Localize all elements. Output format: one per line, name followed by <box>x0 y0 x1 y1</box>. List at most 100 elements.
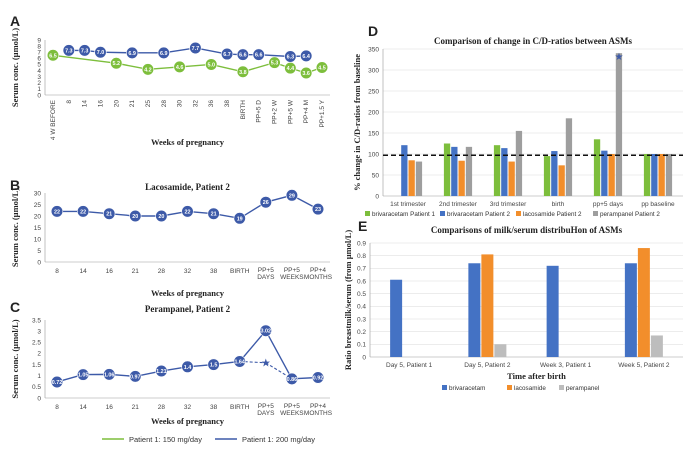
chart-legend: brivaracetam lacosamide perampanel <box>442 385 599 392</box>
bottom-legend: Patient 1: 150 mg/day Patient 1: 200 mg/… <box>102 435 315 444</box>
legend-swatch <box>593 211 598 216</box>
data-point <box>205 58 218 71</box>
y-tick-label: 0 <box>37 395 41 402</box>
panel-B: B Lacosamide, Patient 2 0 5 10 15 20 25 30 Serum … <box>10 177 333 298</box>
bar <box>494 344 507 357</box>
data-point <box>141 63 155 76</box>
y-tick-label: 0 <box>37 92 41 99</box>
x-tick-label: PP+4 <box>310 403 326 410</box>
x-axis-title: Weeks of pregnancy <box>151 288 225 298</box>
data-point <box>78 44 91 57</box>
data-label: 3.02 <box>261 329 272 335</box>
data-point <box>285 372 299 385</box>
bar <box>665 154 673 196</box>
data-point <box>300 66 313 80</box>
bar <box>415 161 423 196</box>
data-label: 1.21 <box>156 369 167 375</box>
x-tick-label: 8 <box>55 268 59 275</box>
x-tick-label: 32 <box>184 404 192 411</box>
data-label: 29 <box>289 193 295 199</box>
data-label: 6.6 <box>255 53 263 59</box>
data-point <box>94 46 107 59</box>
y-tick-label: 6 <box>37 56 41 63</box>
y-tick-label: 250 <box>368 88 379 95</box>
data-point <box>76 205 90 218</box>
legend-label: lacosamide Patient 2 <box>523 211 582 218</box>
y-tick-label: 150 <box>368 130 379 137</box>
x-axis-title: Time after birth <box>507 371 566 381</box>
data-point <box>285 189 299 202</box>
y-axis-title: % change in C/D-ratios from baseline <box>352 54 362 191</box>
y-tick-label: 0.9 <box>357 240 366 247</box>
x-tick-label: BIRTH <box>230 404 250 411</box>
panel-letter: D <box>368 23 378 39</box>
y-tick-label: 0.3 <box>357 316 366 323</box>
x-tick-label: 14 <box>79 404 87 411</box>
data-label: 6.6 <box>239 53 247 59</box>
y-tick-label: 2 <box>37 80 41 87</box>
data-point <box>207 358 220 371</box>
y-tick-label: 300 <box>368 67 379 74</box>
data-point <box>46 49 60 62</box>
data-label: 1.06 <box>104 372 115 378</box>
x-tick-label-line2: MONTHS <box>304 410 333 417</box>
legend-label: lacosamide <box>514 385 546 392</box>
data-label: 19 <box>237 216 243 222</box>
bar <box>650 335 663 357</box>
data-point <box>129 370 142 383</box>
data-label: 7.7 <box>192 46 200 52</box>
x-tick-label-line2: DAYS <box>257 410 275 417</box>
x-tick-label: Day 5, Patient 1 <box>386 362 433 369</box>
data-point <box>233 355 246 368</box>
y-tick-label: 0.1 <box>357 342 366 349</box>
x-tick-label: PP+5 <box>258 403 274 410</box>
panel-E: E Comparisons of milk/serum distribuHon o… <box>343 218 683 392</box>
x-tick-label: Day 5, Patient 2 <box>464 362 511 369</box>
data-label: 20 <box>132 214 138 220</box>
panel-D: D Comparison of change in C/D-ratios betw… <box>352 23 683 218</box>
y-tick-label: 0.7 <box>357 266 366 273</box>
y-tick-label: 3.5 <box>32 317 41 324</box>
chart-title: Perampanel, Patient 2 <box>145 304 231 314</box>
data-point <box>236 48 249 61</box>
data-label: 1.64 <box>234 359 245 365</box>
x-tick-label: 21 <box>129 100 136 108</box>
y-tick-label: 3 <box>37 74 41 81</box>
data-point <box>189 41 202 55</box>
data-point <box>236 65 249 78</box>
data-point <box>259 324 272 337</box>
y-tick-label: 50 <box>372 172 380 179</box>
y-tick-label: 0 <box>375 193 379 200</box>
x-tick-label: PP+5 <box>258 267 274 274</box>
y-tick-label: 9 <box>37 37 41 44</box>
bar <box>401 145 408 196</box>
data-label: 3.6 <box>302 71 310 77</box>
data-label: 21 <box>106 212 112 218</box>
bar <box>658 154 665 196</box>
data-label: 0.92 <box>313 375 324 381</box>
x-tick-label: 1st trimester <box>390 201 427 208</box>
bar <box>458 160 465 196</box>
data-label: 1.5 <box>210 363 218 369</box>
bar <box>546 265 559 357</box>
y-tick-label: 7 <box>37 50 41 57</box>
panel-letter: A <box>10 13 20 29</box>
data-point <box>110 57 123 70</box>
y-tick-label: 15 <box>34 225 42 232</box>
x-tick-label: 28 <box>158 404 166 411</box>
data-label: 4.4 <box>287 66 295 72</box>
bar <box>608 154 615 196</box>
data-point <box>220 47 234 61</box>
y-tick-label: 8 <box>37 43 41 50</box>
y-tick-label: 25 <box>34 202 42 209</box>
data-point <box>173 60 186 73</box>
y-tick-label: 20 <box>34 213 42 220</box>
data-label: 6.5 <box>49 53 57 59</box>
series-line <box>56 329 319 383</box>
data-point <box>62 44 75 57</box>
data-point <box>157 46 170 59</box>
y-tick-label: 0.5 <box>357 291 366 298</box>
data-point <box>284 50 297 63</box>
x-tick-label: Week 3, Patient 1 <box>540 362 592 369</box>
data-label: 4.2 <box>144 67 152 73</box>
